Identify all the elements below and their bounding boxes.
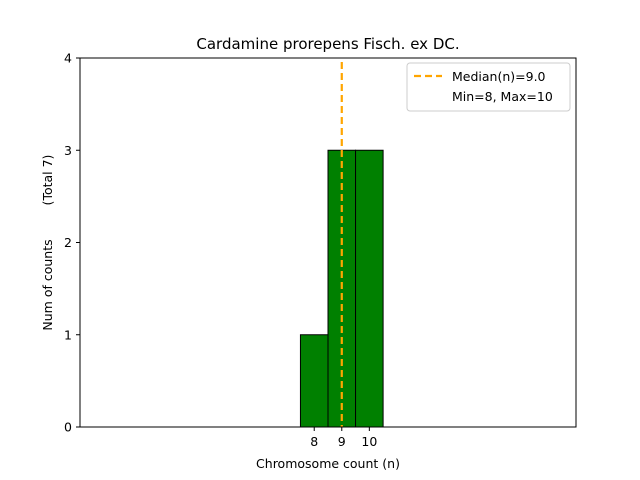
histogram-bar-10 [355, 149, 384, 428]
y-tick-label: 1 [64, 327, 72, 342]
y-tick-label: 3 [64, 143, 72, 158]
x-tick-label: 9 [338, 434, 346, 449]
legend-box [406, 62, 571, 112]
chart-title: Cardamine prorepens Fisch. ex DC. [196, 35, 459, 53]
x-axis-label: Chromosome count (n) [256, 456, 400, 471]
histogram-bar-8 [299, 334, 329, 428]
x-tick-label: 10 [361, 434, 377, 449]
y-axis-total-label: (Total 7) [40, 155, 55, 206]
y-tick-label: 2 [64, 235, 72, 250]
y-tick-label: 0 [64, 420, 72, 435]
x-tick-label: 8 [310, 434, 318, 449]
y-axis-label: Num of counts [40, 239, 55, 330]
legend-median-label: Median(n)=9.0 [452, 69, 546, 84]
y-tick-label: 4 [64, 51, 72, 66]
legend: Median(n)=9.0 Min=8, Max=10 [406, 62, 571, 112]
legend-minmax-label: Min=8, Max=10 [452, 89, 553, 104]
